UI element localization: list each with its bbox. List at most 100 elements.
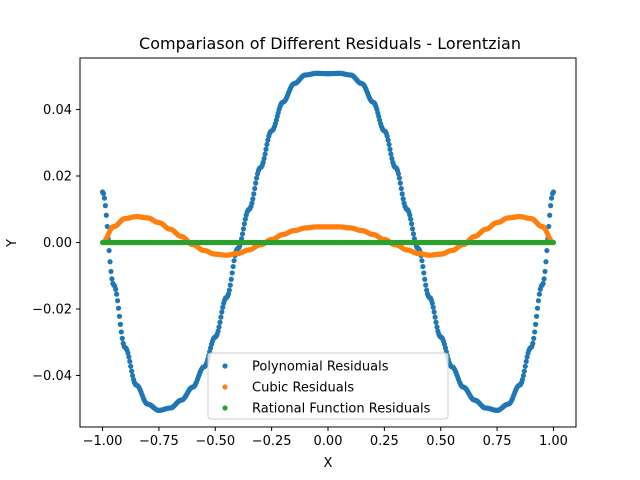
data-point [104, 223, 110, 230]
data-point [118, 329, 124, 335]
data-point [533, 313, 540, 319]
data-point [114, 291, 120, 297]
x-tick-label: −1.00 [83, 434, 123, 449]
data-point [433, 319, 439, 325]
data-point [227, 282, 233, 288]
data-point [521, 368, 527, 374]
data-point [408, 216, 414, 222]
y-tick-label: 0.02 [43, 170, 72, 185]
data-point [398, 185, 404, 192]
data-point [400, 196, 406, 202]
data-point [100, 190, 107, 197]
y-tick-label: 0.00 [43, 236, 72, 251]
data-point [108, 268, 114, 275]
data-point [386, 141, 392, 148]
data-point [125, 350, 131, 356]
legend: Polynomial Residuals Cubic Residuals Ratio… [207, 352, 449, 420]
data-point [421, 270, 427, 276]
series-1-points [99, 70, 557, 413]
x-tick-label: 0.50 [426, 434, 455, 449]
data-point [431, 309, 437, 315]
data-point [522, 363, 528, 369]
data-point [106, 247, 112, 254]
data-point [263, 146, 269, 152]
legend-marker [222, 405, 228, 411]
data-point [218, 314, 224, 320]
data-point [419, 258, 425, 264]
data-point [240, 226, 247, 232]
data-point [544, 247, 550, 254]
data-point [399, 191, 405, 197]
y-axis-label: Y [5, 239, 20, 248]
data-point [216, 324, 222, 330]
data-point [430, 304, 436, 310]
data-point [434, 324, 440, 330]
x-tick-label: 1.00 [539, 434, 568, 449]
series-3-points [99, 239, 557, 246]
data-point [410, 231, 417, 237]
data-point [397, 180, 403, 186]
data-point [519, 377, 526, 383]
data-point [520, 373, 526, 379]
data-point [533, 321, 539, 327]
data-point [424, 287, 430, 293]
legend-marker [222, 363, 228, 369]
data-point [109, 276, 115, 282]
data-point [535, 298, 542, 304]
data-point [542, 268, 548, 275]
data-point [550, 239, 557, 246]
data-point [251, 191, 257, 197]
data-point [543, 259, 549, 265]
data-point [231, 258, 237, 264]
data-point [220, 304, 226, 310]
data-point [252, 185, 258, 192]
data-point [409, 221, 415, 227]
x-tick-label: −0.25 [252, 434, 292, 449]
data-point [128, 363, 134, 369]
data-point [407, 212, 413, 218]
data-point [115, 305, 122, 311]
data-point [548, 195, 555, 201]
data-point [114, 298, 121, 304]
data-point [547, 212, 553, 218]
data-point [229, 270, 235, 276]
data-point [541, 276, 547, 282]
data-point [101, 195, 108, 201]
data-point [113, 286, 119, 292]
legend-marker [222, 384, 228, 390]
data-point [130, 373, 136, 379]
data-point [262, 151, 268, 157]
data-point [226, 287, 232, 293]
data-point [395, 171, 402, 177]
data-point [249, 200, 255, 206]
data-point [129, 368, 135, 374]
data-point [242, 216, 248, 222]
data-point [420, 263, 426, 270]
data-point [536, 291, 542, 297]
chart-title: Compariason of Different Residuals - Lor… [139, 34, 521, 53]
data-point [550, 189, 557, 195]
data-point [254, 175, 260, 181]
x-tick-label: −0.50 [195, 434, 235, 449]
data-point [524, 354, 530, 360]
data-point [531, 335, 537, 341]
data-point [215, 328, 221, 334]
data-point [432, 314, 438, 320]
data-point [219, 309, 225, 315]
x-tick-label: 0.25 [370, 434, 399, 449]
data-point [534, 305, 541, 311]
data-point [127, 358, 133, 365]
data-point [225, 291, 232, 297]
data-point [548, 203, 554, 209]
data-point [387, 146, 393, 152]
x-axis-label: X [324, 456, 333, 471]
data-point [126, 354, 132, 360]
data-point [261, 155, 267, 162]
data-point [102, 203, 108, 209]
legend-label: Cubic Residuals [252, 381, 354, 396]
data-point [217, 319, 223, 325]
data-point [530, 340, 536, 346]
y-tick-label: −0.02 [32, 302, 72, 317]
data-point [385, 137, 391, 143]
